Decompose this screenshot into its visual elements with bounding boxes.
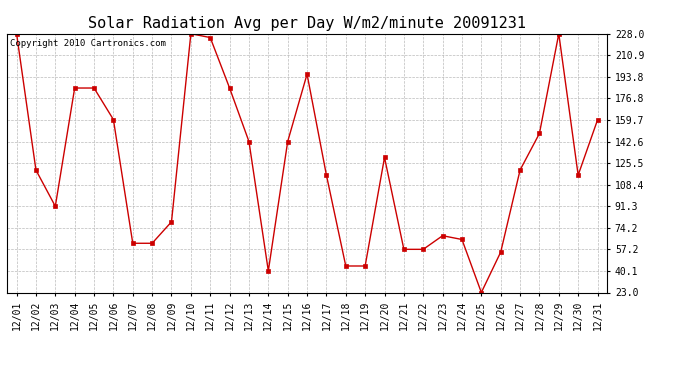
Title: Solar Radiation Avg per Day W/m2/minute 20091231: Solar Radiation Avg per Day W/m2/minute … — [88, 16, 526, 31]
Text: Copyright 2010 Cartronics.com: Copyright 2010 Cartronics.com — [10, 39, 166, 48]
